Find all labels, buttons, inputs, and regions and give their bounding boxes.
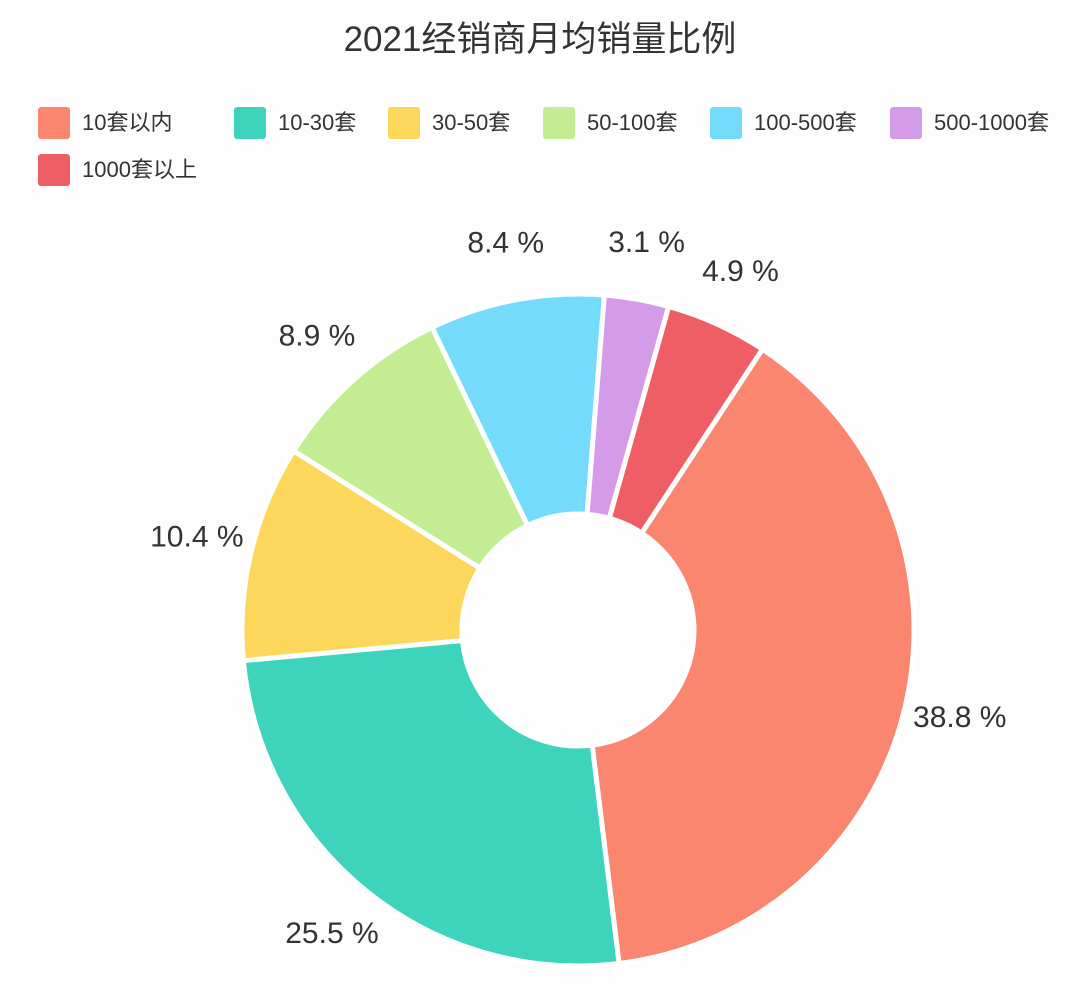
slice-value-label: 25.5 % xyxy=(285,917,378,950)
slice-value-label: 8.4 % xyxy=(467,227,544,260)
legend-label: 50-100套 xyxy=(587,110,678,135)
legend-item-500-1000[interactable]: 500-1000套 xyxy=(890,106,1049,140)
labels-group: 38.8 % 25.5 % 10.4 % 8.9 % 8.4 % 3.1 % 4.9 % xyxy=(150,226,1006,950)
legend-item-10[interactable]: 10套以内 xyxy=(38,106,172,140)
legend-swatch xyxy=(38,107,70,139)
donut-slice[interactable] xyxy=(429,291,607,529)
legend-label: 10-30套 xyxy=(278,110,357,135)
legend-item-50-100[interactable]: 50-100套 xyxy=(543,106,678,140)
slice-value-label: 4.9 % xyxy=(702,255,779,288)
legend-swatch xyxy=(543,107,575,139)
legend-swatch xyxy=(234,107,266,139)
legend-swatch xyxy=(890,107,922,139)
legend-label: 500-1000套 xyxy=(934,110,1049,135)
donut-slice[interactable] xyxy=(239,448,483,664)
slice-value-label: 8.9 % xyxy=(279,320,356,353)
legend-item-30-50[interactable]: 30-50套 xyxy=(388,106,510,140)
donut-slice[interactable] xyxy=(240,638,622,969)
slice-value-label: 38.8 % xyxy=(913,701,1006,734)
legend-swatch xyxy=(710,107,742,139)
legend-item-1000-plus[interactable]: 1000套以上 xyxy=(38,153,197,187)
legend-swatch xyxy=(38,154,70,186)
donut-slice[interactable] xyxy=(291,324,531,571)
legend-label: 10套以内 xyxy=(82,110,173,135)
legend-item-100-500[interactable]: 100-500套 xyxy=(710,106,857,140)
slice-value-label: 10.4 % xyxy=(150,520,243,553)
donut-slice[interactable] xyxy=(589,346,917,966)
legend-swatch xyxy=(388,107,420,139)
legend-label: 100-500套 xyxy=(754,110,857,135)
legend-item-10-30[interactable]: 10-30套 xyxy=(234,106,356,140)
legend-label: 1000套以上 xyxy=(82,157,197,182)
slices-group xyxy=(239,291,917,969)
donut-slice[interactable] xyxy=(606,303,765,536)
chart-title: 2021经销商月均销量比例 xyxy=(343,20,737,59)
slice-value-label: 3.1 % xyxy=(608,226,685,259)
legend-label: 30-50套 xyxy=(432,110,511,135)
